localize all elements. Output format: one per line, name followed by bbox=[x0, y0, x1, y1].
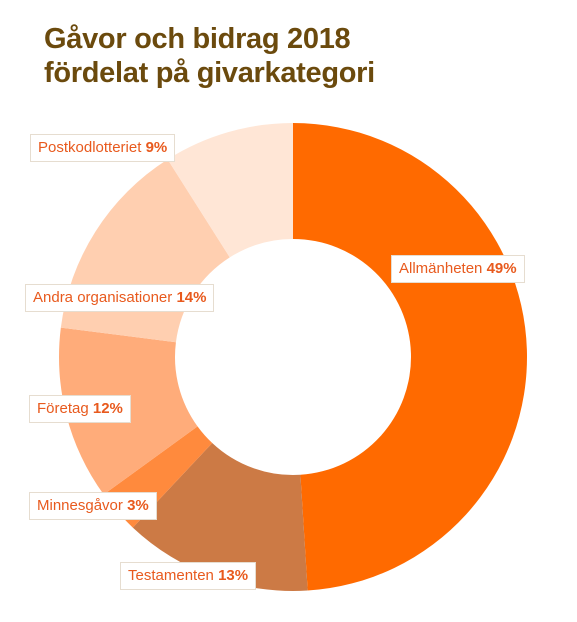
slice-label-name: Företag bbox=[37, 400, 89, 417]
slice-label-name: Testamenten bbox=[128, 567, 214, 584]
slice-label-name: Allmänheten bbox=[399, 260, 483, 277]
slice-label-allmanheten: Allmänheten 49% bbox=[391, 255, 525, 283]
slice-label-value: 13% bbox=[218, 567, 249, 584]
slice-label-value: 14% bbox=[176, 289, 207, 306]
slice-label-value: 9% bbox=[145, 139, 168, 156]
chart-title-line2: fördelat på givarkategori bbox=[44, 57, 375, 89]
donut-slice-testamenten bbox=[132, 443, 308, 592]
slice-label-value: 49% bbox=[486, 260, 517, 277]
slice-label-value: 3% bbox=[127, 497, 149, 514]
slice-label-minnesgavor: Minnesgåvor 3% bbox=[29, 492, 157, 520]
slice-label-andra-organisationer: Andra organisationer 14% bbox=[25, 284, 215, 312]
donut-slice-allm-nheten bbox=[293, 123, 528, 591]
chart-title: Gåvor och bidrag 2018 fördelat på givark… bbox=[44, 22, 375, 90]
slice-label-postkodlotteriet: Postkodlotteriet 9% bbox=[30, 134, 176, 162]
chart-title-line1: Gåvor och bidrag 2018 bbox=[44, 23, 351, 55]
slice-label-name: Minnesgåvor bbox=[37, 497, 123, 514]
slice-label-foretag: Företag 12% bbox=[29, 395, 131, 423]
slice-label-name: Postkodlotteriet bbox=[38, 139, 142, 156]
slice-label-value: 12% bbox=[92, 400, 123, 417]
slice-label-name: Andra organisationer bbox=[33, 289, 173, 306]
donut-slice-postkodlotteriet bbox=[167, 123, 293, 258]
slice-label-testamenten: Testamenten 13% bbox=[120, 562, 257, 590]
